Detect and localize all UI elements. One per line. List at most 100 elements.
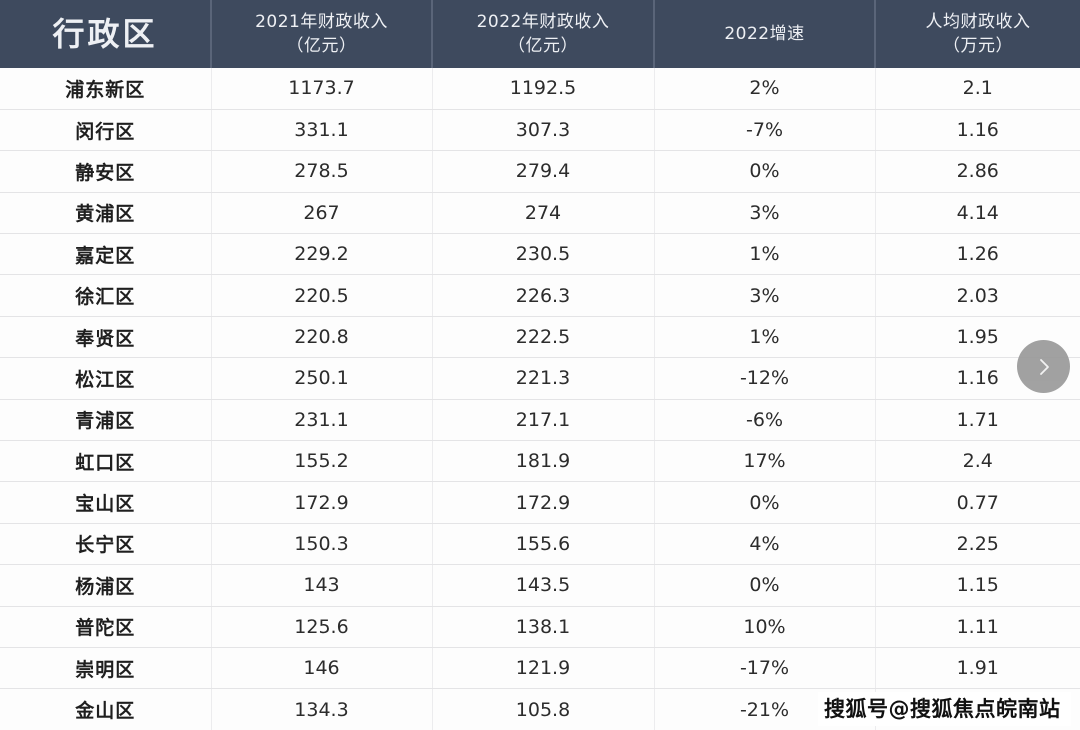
- cell-per-capita: 2.03: [875, 274, 1080, 317]
- cell-growth: 3%: [654, 192, 876, 235]
- cell-rev2022: 1192.5: [432, 68, 655, 110]
- cell-rev2021: 220.8: [211, 316, 433, 359]
- cell-rev2022: 230.5: [432, 233, 655, 276]
- cell-rev2021: 331.1: [211, 109, 433, 152]
- cell-rev2021: 278.5: [211, 150, 433, 193]
- cell-rev2022: 105.8: [432, 688, 655, 730]
- cell-rev2022: 221.3: [432, 357, 655, 400]
- cell-growth: 10%: [654, 606, 876, 648]
- cell-rev2021: 1173.7: [211, 68, 433, 110]
- cell-per-capita: 1.15: [875, 564, 1080, 607]
- cell-per-capita: 1.26: [875, 233, 1080, 276]
- cell-growth: 1%: [654, 316, 876, 359]
- table-row: 松江区 250.1 221.3 -12% 1.16: [0, 357, 1080, 400]
- cell-growth: 17%: [654, 440, 876, 483]
- header-district-label: 行政区: [52, 15, 158, 53]
- watermark-text: 搜狐号@搜狐焦点皖南站: [818, 692, 1071, 726]
- table-row: 崇明区 146 121.9 -17% 1.91: [0, 647, 1080, 690]
- cell-rev2021: 143: [211, 564, 433, 607]
- table-row: 普陀区 125.6 138.1 10% 1.11: [0, 606, 1080, 648]
- cell-district: 普陀区: [0, 606, 212, 648]
- cell-growth: 2%: [654, 68, 876, 110]
- cell-rev2022: 155.6: [432, 523, 655, 566]
- header-rev2021: 2021年财政收入 （亿元）: [211, 0, 433, 68]
- table-row: 徐汇区 220.5 226.3 3% 2.03: [0, 274, 1080, 317]
- cell-district: 宝山区: [0, 481, 212, 524]
- cell-district: 静安区: [0, 150, 212, 193]
- cell-district: 青浦区: [0, 399, 212, 442]
- cell-rev2022: 226.3: [432, 274, 655, 317]
- cell-district: 杨浦区: [0, 564, 212, 607]
- cell-rev2022: 307.3: [432, 109, 655, 152]
- table-row: 宝山区 172.9 172.9 0% 0.77: [0, 481, 1080, 524]
- cell-per-capita: 2.86: [875, 150, 1080, 193]
- cell-growth: -17%: [654, 647, 876, 690]
- table-header: 行政区 2021年财政收入 （亿元） 2022年财政收入 （亿元） 2022增速…: [0, 0, 1080, 68]
- cell-per-capita: 0.77: [875, 481, 1080, 524]
- table-row: 奉贤区 220.8 222.5 1% 1.95: [0, 316, 1080, 359]
- cell-rev2021: 155.2: [211, 440, 433, 483]
- table-row: 青浦区 231.1 217.1 -6% 1.71: [0, 399, 1080, 442]
- cell-per-capita: 1.91: [875, 647, 1080, 690]
- cell-rev2022: 217.1: [432, 399, 655, 442]
- header-row: 行政区 2021年财政收入 （亿元） 2022年财政收入 （亿元） 2022增速…: [0, 0, 1080, 68]
- cell-rev2021: 172.9: [211, 481, 433, 524]
- table-row: 黄浦区 267 274 3% 4.14: [0, 192, 1080, 235]
- cell-rev2021: 150.3: [211, 523, 433, 566]
- cell-per-capita: 1.16: [875, 109, 1080, 152]
- cell-rev2022: 138.1: [432, 606, 655, 648]
- cell-rev2021: 134.3: [211, 688, 433, 730]
- cell-district: 长宁区: [0, 523, 212, 566]
- cell-rev2022: 181.9: [432, 440, 655, 483]
- cell-district: 崇明区: [0, 647, 212, 690]
- cell-per-capita: 1.11: [875, 606, 1080, 648]
- cell-rev2022: 222.5: [432, 316, 655, 359]
- table-row: 杨浦区 143 143.5 0% 1.15: [0, 564, 1080, 607]
- header-rev2021-unit: （亿元）: [286, 36, 357, 56]
- cell-district: 松江区: [0, 357, 212, 400]
- next-image-button[interactable]: [1017, 340, 1070, 393]
- cell-district: 闵行区: [0, 109, 212, 152]
- header-rev2022-unit: （亿元）: [508, 36, 578, 56]
- cell-per-capita: 2.4: [875, 440, 1080, 483]
- cell-growth: -6%: [654, 399, 876, 442]
- chevron-right-icon: [1039, 358, 1049, 375]
- cell-rev2021: 267: [211, 192, 433, 235]
- header-per-capita: 人均财政收入 （万元）: [875, 0, 1080, 68]
- table-body: 浦东新区 1173.7 1192.5 2% 2.1 闵行区 331.1 307.…: [0, 68, 1080, 730]
- header-growth-label: 2022增速: [724, 24, 805, 44]
- cell-growth: -12%: [654, 357, 876, 400]
- cell-per-capita: 4.14: [875, 192, 1080, 235]
- header-district: 行政区: [0, 0, 212, 68]
- cell-growth: 0%: [654, 564, 876, 607]
- cell-per-capita: 1.71: [875, 399, 1080, 442]
- cell-growth: 3%: [654, 274, 876, 317]
- cell-rev2022: 172.9: [432, 481, 655, 524]
- header-per-capita-unit: （万元）: [943, 36, 1013, 56]
- cell-district: 金山区: [0, 688, 212, 730]
- cell-rev2021: 231.1: [211, 399, 433, 442]
- header-rev2022: 2022年财政收入 （亿元）: [432, 0, 655, 68]
- table-row: 浦东新区 1173.7 1192.5 2% 2.1: [0, 68, 1080, 110]
- cell-district: 黄浦区: [0, 192, 212, 235]
- cell-rev2021: 229.2: [211, 233, 433, 276]
- cell-per-capita: 2.1: [875, 68, 1080, 110]
- cell-growth: 0%: [654, 481, 876, 524]
- cell-rev2021: 220.5: [211, 274, 433, 317]
- header-rev2022-label: 2022年财政收入: [476, 12, 610, 32]
- cell-growth: -7%: [654, 109, 876, 152]
- cell-growth: 1%: [654, 233, 876, 276]
- cell-growth: 4%: [654, 523, 876, 566]
- cell-district: 浦东新区: [0, 68, 212, 110]
- cell-growth: 0%: [654, 150, 876, 193]
- cell-district: 奉贤区: [0, 316, 212, 359]
- header-growth: 2022增速: [654, 0, 876, 68]
- cell-rev2021: 146: [211, 647, 433, 690]
- table-row: 静安区 278.5 279.4 0% 2.86: [0, 150, 1080, 193]
- table-row: 长宁区 150.3 155.6 4% 2.25: [0, 523, 1080, 566]
- cell-district: 虹口区: [0, 440, 212, 483]
- header-rev2021-label: 2021年财政收入: [255, 12, 388, 32]
- cell-rev2022: 274: [432, 192, 655, 235]
